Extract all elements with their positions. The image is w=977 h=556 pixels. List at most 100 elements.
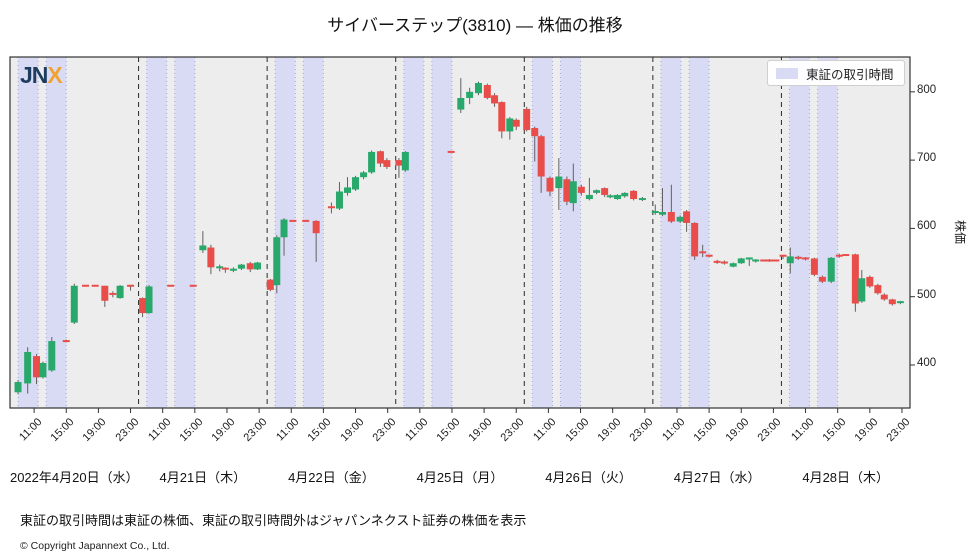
- candle-body: [880, 294, 888, 300]
- candle-body: [221, 267, 229, 270]
- logo-x-text: X: [47, 62, 62, 88]
- chart-title: サイバーステップ(3810) ― 株価の推移: [327, 16, 623, 35]
- candle-body: [737, 258, 745, 264]
- candle-body: [691, 222, 699, 257]
- candle-body: [555, 176, 563, 189]
- candle-body: [483, 84, 491, 98]
- candle-body: [466, 91, 474, 98]
- tse-session-band: [46, 57, 67, 408]
- candle-body: [199, 245, 207, 251]
- candle-body: [101, 285, 109, 301]
- candle-body: [302, 219, 310, 222]
- candle-body: [266, 279, 274, 290]
- candle-body: [335, 191, 343, 209]
- candle-body: [786, 256, 794, 264]
- y-tick-label: 600: [917, 220, 937, 233]
- candle-body: [802, 257, 810, 260]
- candle-body: [531, 128, 539, 137]
- candle-body: [772, 259, 780, 262]
- candle-body: [498, 102, 506, 132]
- candle-body: [851, 254, 859, 304]
- candle-body: [14, 382, 22, 393]
- candle-body: [344, 187, 351, 193]
- candle-body: [246, 263, 254, 270]
- candle-body: [683, 211, 691, 223]
- candle-body: [874, 285, 882, 294]
- candle-body: [866, 276, 874, 287]
- tse-session-band: [817, 57, 838, 408]
- candle-body: [760, 259, 768, 262]
- candle-body: [765, 259, 773, 262]
- candle-body: [630, 190, 638, 200]
- candle-body: [676, 216, 684, 222]
- candle-body: [720, 261, 728, 264]
- tse-session-band: [431, 57, 452, 408]
- candle-body: [827, 257, 835, 282]
- candle-body: [512, 119, 520, 127]
- candle-body: [888, 299, 896, 305]
- candle-body: [794, 256, 802, 259]
- jnx-logo: JNX: [20, 62, 63, 89]
- y-tick-label: 700: [917, 152, 937, 165]
- tse-session-band: [789, 57, 810, 408]
- legend-label: 東証の取引時間: [806, 67, 894, 82]
- candle-body: [752, 259, 760, 262]
- tse-session-band: [560, 57, 581, 408]
- candle-body: [145, 286, 153, 314]
- candle-body: [491, 95, 499, 104]
- candle-body: [699, 251, 707, 254]
- candle-body: [577, 186, 585, 193]
- candle-body: [810, 258, 818, 275]
- candle-body: [506, 118, 514, 132]
- y-tick-label: 400: [917, 356, 937, 369]
- copyright: © Copyright Japannext Co., Ltd.: [20, 540, 170, 552]
- candle-body: [569, 181, 577, 204]
- candle-body: [779, 254, 787, 257]
- candle-body: [237, 264, 245, 269]
- candle-body: [360, 172, 368, 178]
- candle-body: [62, 340, 70, 343]
- candle-body: [327, 206, 335, 209]
- candle-body: [48, 341, 56, 371]
- candle-body: [401, 151, 409, 171]
- candle-body: [818, 276, 826, 282]
- candle-body: [39, 362, 47, 378]
- tse-session-band: [689, 57, 710, 408]
- candle-body: [835, 254, 843, 257]
- candle-body: [280, 219, 288, 238]
- candle-body: [659, 212, 666, 215]
- date-label: 4月21日（木）: [159, 470, 247, 485]
- candle-body: [352, 177, 360, 190]
- candle-body: [289, 219, 297, 222]
- date-label: 4月28日（木）: [802, 470, 890, 485]
- date-label: 4月26日（火）: [545, 470, 632, 485]
- candle-body: [614, 194, 621, 200]
- legend-swatch-tse-hours: [776, 67, 798, 79]
- candle-body: [82, 284, 90, 287]
- candle-body: [312, 220, 320, 234]
- candle-body: [713, 260, 721, 263]
- candle-body: [457, 97, 465, 110]
- candle-body: [229, 268, 237, 271]
- legend: 東証の取引時間: [767, 60, 905, 86]
- y-tick-label: 500: [917, 288, 937, 301]
- candle-body: [651, 211, 659, 214]
- candle-body: [167, 284, 175, 287]
- date-label: 2022年4月20日（水）: [9, 470, 139, 485]
- candle-body: [585, 194, 593, 200]
- tse-session-band: [403, 57, 424, 408]
- candle-body: [745, 257, 753, 260]
- candle-body: [273, 237, 281, 286]
- candle-body: [593, 190, 601, 193]
- tse-session-band: [146, 57, 167, 408]
- candle-body: [116, 285, 124, 299]
- candle-body: [896, 301, 904, 304]
- candle-body: [376, 151, 384, 164]
- candle-body: [70, 285, 78, 323]
- candle-body: [207, 247, 215, 268]
- candle-body: [24, 352, 32, 384]
- candle-body: [601, 188, 609, 195]
- candle-body: [33, 356, 41, 378]
- footer-note: 東証の取引時間は東証の株価、東証の取引時間外はジャパンネクスト証券の株価を表示: [20, 513, 527, 528]
- candle-body: [729, 263, 737, 267]
